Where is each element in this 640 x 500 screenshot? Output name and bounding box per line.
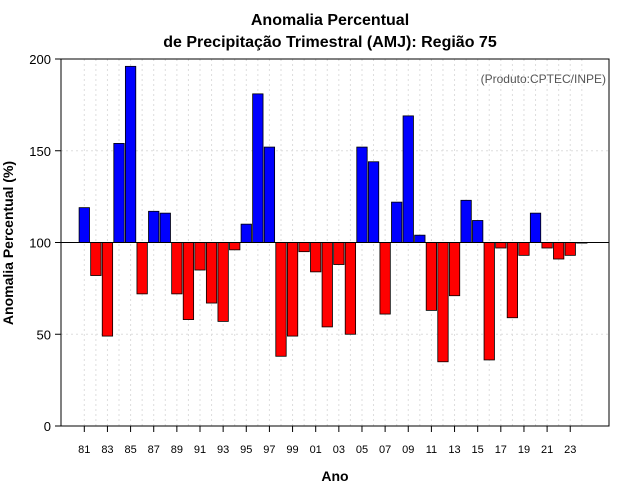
x-tick-label: 09 xyxy=(402,444,414,456)
bar-2022 xyxy=(553,242,565,260)
bar-2000 xyxy=(298,242,310,253)
bar-2008 xyxy=(391,201,403,243)
bar-1999 xyxy=(286,242,299,337)
x-axis-ticks: 81 83 85 87 89 91 93 95 97 99 01 03 05 07 09 11 13 15 17 19… xyxy=(78,426,576,456)
bar-2002 xyxy=(321,242,333,328)
bar-2016 xyxy=(483,242,495,361)
x-tick-label: 85 xyxy=(124,444,136,456)
bar-1986 xyxy=(136,242,148,295)
credit-label: (Produto:CPTEC/INPE) xyxy=(481,72,606,86)
bar-1984 xyxy=(113,143,125,243)
x-tick-label: 11 xyxy=(426,444,437,456)
x-tick-label: 03 xyxy=(333,444,345,456)
bar-1989 xyxy=(171,242,183,295)
x-tick-label: 17 xyxy=(495,444,507,456)
bar-1982 xyxy=(90,242,102,276)
bar-1991 xyxy=(194,242,206,271)
x-tick-label: 91 xyxy=(194,444,206,456)
y-tick-label: 150 xyxy=(29,144,51,159)
bar-2010 xyxy=(414,234,426,243)
bar-1981 xyxy=(78,207,90,243)
x-tick-label: 21 xyxy=(541,444,553,456)
bar-2021 xyxy=(541,242,553,249)
bar-2004 xyxy=(344,242,357,335)
bar-2009 xyxy=(402,115,414,243)
bar-1987 xyxy=(148,210,160,243)
y-axis-label: Anomalia Percentual (%) xyxy=(0,161,16,325)
bar-2012 xyxy=(437,242,449,363)
y-tick-label: 50 xyxy=(37,327,51,342)
x-tick-label: 19 xyxy=(518,444,530,456)
bar-1994 xyxy=(229,242,241,251)
x-tick-label: 87 xyxy=(148,444,160,456)
x-tick-label: 93 xyxy=(217,444,229,456)
x-tick-label: 07 xyxy=(379,444,391,456)
y-tick-label: 100 xyxy=(29,236,51,251)
bar-1996 xyxy=(252,93,264,243)
y-tick-label: 0 xyxy=(44,419,51,434)
bar-1998 xyxy=(275,242,287,357)
bar-2018 xyxy=(506,242,518,319)
x-tick-label: 89 xyxy=(171,444,183,456)
chart-title-line1: Anomalia Percentual xyxy=(251,12,409,29)
bar-2023 xyxy=(564,242,576,256)
bar-1990 xyxy=(182,242,195,320)
x-tick-label: 95 xyxy=(240,444,252,456)
bar-2014 xyxy=(460,199,472,243)
x-tick-label: 83 xyxy=(101,444,113,456)
x-tick-label: 99 xyxy=(286,444,298,456)
bar-2019 xyxy=(518,242,530,256)
bar-1988 xyxy=(159,212,171,243)
bar-2001 xyxy=(310,242,322,273)
bar-2017 xyxy=(495,242,507,249)
bar-2003 xyxy=(333,242,345,265)
bar-2015 xyxy=(472,220,484,243)
chart-title-line2: de Precipitação Trimestral (AMJ): Região… xyxy=(163,34,497,51)
x-tick-label: 05 xyxy=(356,444,368,456)
x-tick-label: 15 xyxy=(472,444,484,456)
bar-2011 xyxy=(425,242,438,311)
x-tick-label: 01 xyxy=(310,444,322,456)
x-axis-label: Ano xyxy=(321,468,348,484)
x-tick-label: 81 xyxy=(78,444,90,456)
bar-2013 xyxy=(448,242,461,297)
x-tick-label: 23 xyxy=(564,444,576,456)
x-tick-label: 97 xyxy=(263,444,275,456)
bar-1983 xyxy=(101,242,114,337)
bar-1995 xyxy=(240,223,252,243)
bars xyxy=(78,65,588,363)
bar-1993 xyxy=(217,242,229,322)
bar-2006 xyxy=(367,161,380,243)
y-axis-ticks: 0 50 100 150 200 xyxy=(29,52,61,434)
bar-1985 xyxy=(124,65,137,243)
y-tick-label: 200 xyxy=(29,52,51,67)
x-tick-label: 13 xyxy=(448,444,460,456)
bar-1997 xyxy=(263,146,276,243)
bar-2020 xyxy=(529,212,542,243)
bar-2007 xyxy=(379,242,391,315)
bar-1992 xyxy=(205,242,218,304)
bar-2005 xyxy=(356,146,368,243)
